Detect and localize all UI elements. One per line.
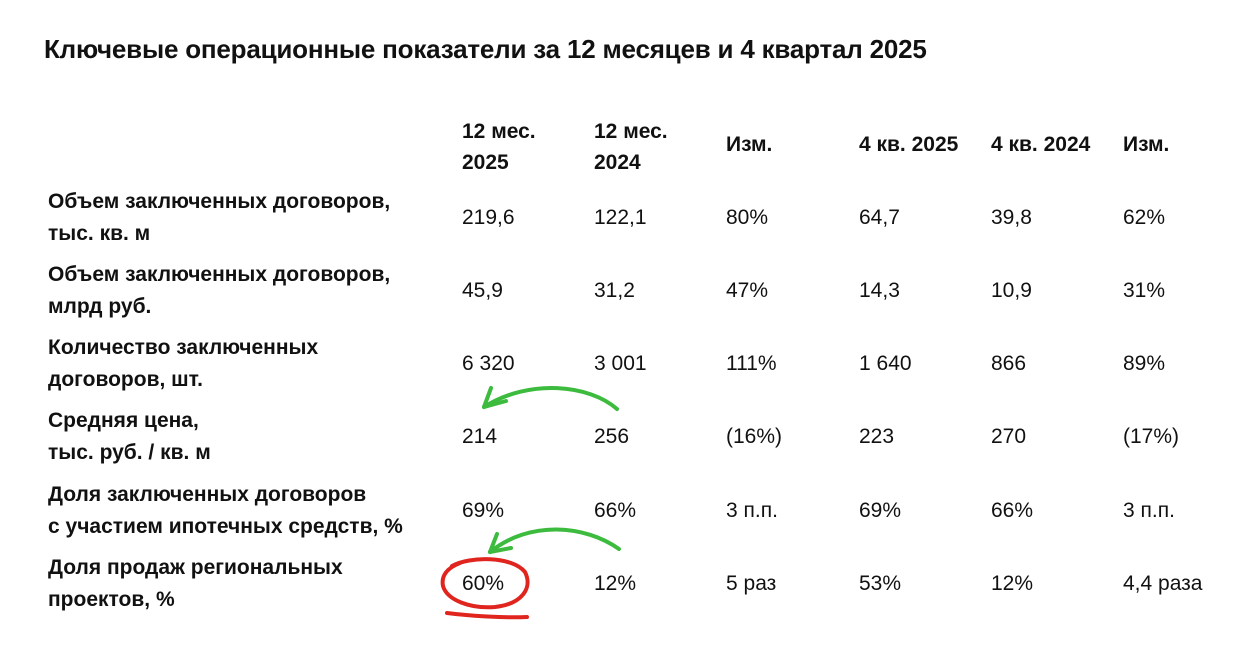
page-title: Ключевые операционные показатели за 12 м… xyxy=(44,34,927,64)
table-cell: 256 xyxy=(594,425,630,448)
row-label-contracts-sqm: Объем заключенных договоров, тыс. кв. м xyxy=(48,190,391,245)
green-arrow-upper xyxy=(482,385,619,411)
red-circle-highlight xyxy=(440,557,530,620)
column-header-change-q4: Изм. xyxy=(1123,133,1170,156)
table-cell: (16%) xyxy=(726,425,783,448)
column-header-change-12m: Изм. xyxy=(726,133,773,156)
row-label-regional-share: Доля продаж региональных проектов, % xyxy=(48,556,343,611)
table-cell: 12% xyxy=(991,572,1034,595)
table-cell: 5 раз xyxy=(726,572,777,595)
column-header-q4-2024: 4 кв. 2024 xyxy=(991,133,1091,156)
table-cell: 270 xyxy=(991,425,1027,448)
table-cell: 66% xyxy=(594,499,637,522)
table-cell: 111% xyxy=(726,352,777,375)
table-cell: 47% xyxy=(726,279,769,302)
column-header-12m-2024: 12 мес. 2024 xyxy=(594,120,668,174)
row-label-contracts-count: Количество заключенных договоров, шт. xyxy=(48,336,319,391)
table-cell: 219,6 xyxy=(462,206,515,229)
table-cell: 866 xyxy=(991,352,1027,375)
table-cell: 62% xyxy=(1123,206,1166,229)
table-cell: 6 320 xyxy=(462,352,515,375)
table-cell: 12% xyxy=(594,572,637,595)
table-cell: 31,2 xyxy=(594,279,635,302)
table-cell: 223 xyxy=(859,425,895,448)
table-cell: 89% xyxy=(1123,352,1166,375)
row-label-mortgage-share: Доля заключенных договоров с участием ипо… xyxy=(48,483,403,538)
column-header-q4-2025: 4 кв. 2025 xyxy=(859,133,959,156)
row-label-contracts-rub: Объем заключенных договоров, млрд руб. xyxy=(48,263,391,318)
column-header-12m-2025: 12 мес. 2025 xyxy=(462,120,536,174)
table-cell: 64,7 xyxy=(859,206,900,229)
row-label-avg-price: Средняя цена, тыс. руб. / кв. м xyxy=(48,409,211,464)
green-arrow-lower xyxy=(488,527,621,554)
table-cell: 122,1 xyxy=(594,206,647,229)
table-cell: 39,8 xyxy=(991,206,1032,229)
table-cell: 69% xyxy=(859,499,902,522)
table-cell-highlighted: 60% xyxy=(462,572,505,595)
table-cell: 4,4 раза xyxy=(1123,572,1203,595)
table-cell: 66% xyxy=(991,499,1034,522)
table-cell: 69% xyxy=(462,499,505,522)
table-cell: 3 п.п. xyxy=(726,499,778,522)
table-cell: 214 xyxy=(462,425,498,448)
table-cell: 45,9 xyxy=(462,279,503,302)
table-cell: 80% xyxy=(726,206,769,229)
table-cell: 31% xyxy=(1123,279,1166,302)
table-cell: 3 п.п. xyxy=(1123,499,1175,522)
table-cell: 10,9 xyxy=(991,279,1032,302)
table-cell: 53% xyxy=(859,572,902,595)
table-cell: 1 640 xyxy=(859,352,912,375)
table-cell: (17%) xyxy=(1123,425,1180,448)
table-cell: 3 001 xyxy=(594,352,647,375)
table-cell: 14,3 xyxy=(859,279,900,302)
